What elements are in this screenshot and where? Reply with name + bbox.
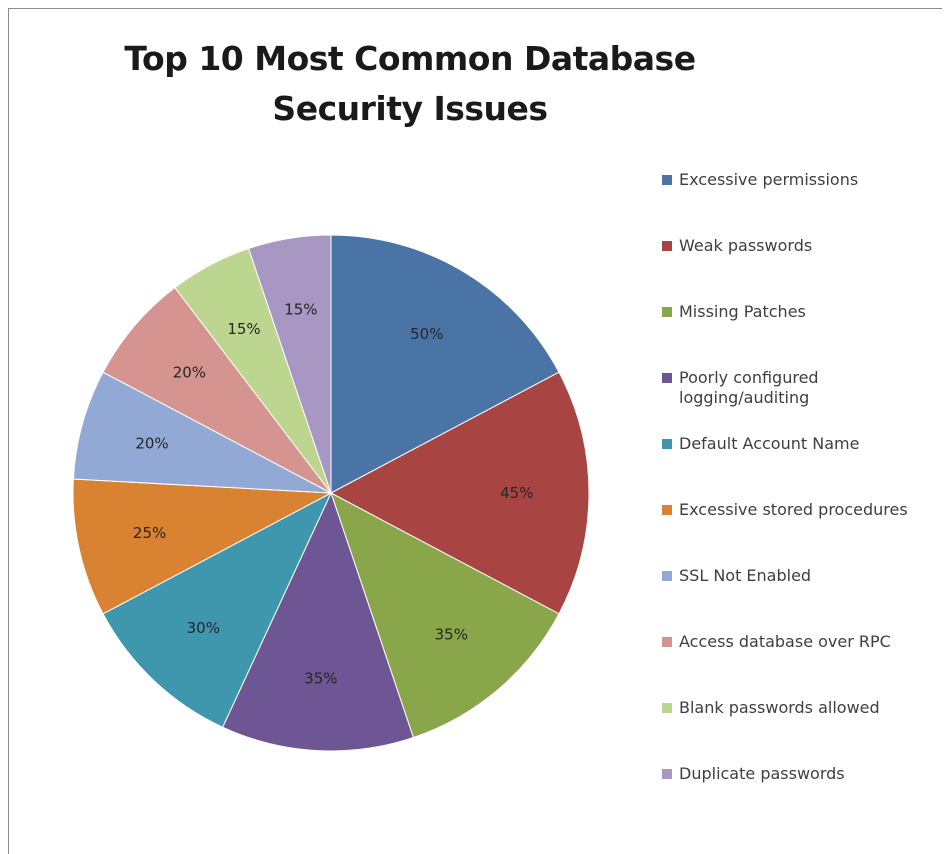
legend-swatch-6 — [662, 505, 672, 515]
legend-item-3: Missing Patches — [662, 302, 944, 322]
legend-swatch-3 — [662, 307, 672, 317]
legend-swatch-1 — [662, 175, 672, 185]
pie-slice-4 — [222, 491, 415, 752]
slice-label-5: 30% — [187, 619, 220, 637]
legend-item-7: SSL Not Enabled — [662, 566, 944, 586]
legend-swatch-5 — [662, 439, 672, 449]
slice-label-8: 20% — [173, 364, 206, 382]
legend-swatch-8 — [662, 637, 672, 647]
legend-label-2: Weak passwords — [679, 236, 813, 255]
pie-slice-3 — [330, 491, 560, 739]
chart-title: Top 10 Most Common Database Security Iss… — [124, 39, 696, 128]
pie-slice-2 — [329, 371, 590, 615]
slice-label-1: 50% — [410, 325, 443, 343]
legend-label-9: Blank passwords allowed — [679, 698, 880, 717]
legend-label-3: Missing Patches — [679, 302, 806, 321]
legend-item-4: Poorly configured logging/auditing — [662, 368, 944, 408]
legend-swatch-2 — [662, 241, 672, 251]
legend-swatch-7 — [662, 571, 672, 581]
slice-label-2: 45% — [500, 484, 533, 502]
legend-label-8: Access database over RPC — [679, 632, 891, 651]
slice-label-10: 15% — [284, 301, 317, 319]
legend-item-8: Access database over RPC — [662, 632, 944, 652]
legend-swatch-10 — [662, 769, 672, 779]
slice-label-6: 25% — [133, 524, 166, 542]
legend-label-6: Excessive stored procedures — [679, 500, 908, 519]
slice-label-9: 15% — [227, 320, 260, 338]
pie-slice-7 — [72, 371, 332, 494]
legend-label-10: Duplicate passwords — [679, 764, 845, 783]
slice-label-4: 35% — [304, 670, 337, 688]
legend-label-5: Default Account Name — [679, 434, 860, 453]
slice-label-7: 20% — [135, 434, 168, 452]
pie-slice-6 — [72, 478, 333, 615]
legend-item-6: Excessive stored procedures — [662, 500, 944, 520]
legend-item-2: Weak passwords — [662, 236, 944, 256]
slice-label-3: 35% — [435, 626, 468, 644]
legend-swatch-4 — [662, 373, 672, 383]
legend-label-4: Poorly configured logging/auditing — [679, 368, 819, 407]
pie-slice-5 — [102, 491, 333, 728]
legend-item-10: Duplicate passwords — [662, 764, 944, 784]
pie-slice-10 — [247, 234, 332, 494]
pie-slice-8 — [102, 286, 332, 494]
legend-label-7: SSL Not Enabled — [679, 566, 812, 585]
legend-item-1: Excessive permissions — [662, 170, 944, 190]
legend-label-1: Excessive permissions — [679, 170, 859, 189]
legend-item-9: Blank passwords allowed — [662, 698, 944, 718]
legend-swatch-9 — [662, 703, 672, 713]
pie-slice-1 — [330, 234, 560, 494]
legend-item-5: Default Account Name — [662, 434, 944, 454]
